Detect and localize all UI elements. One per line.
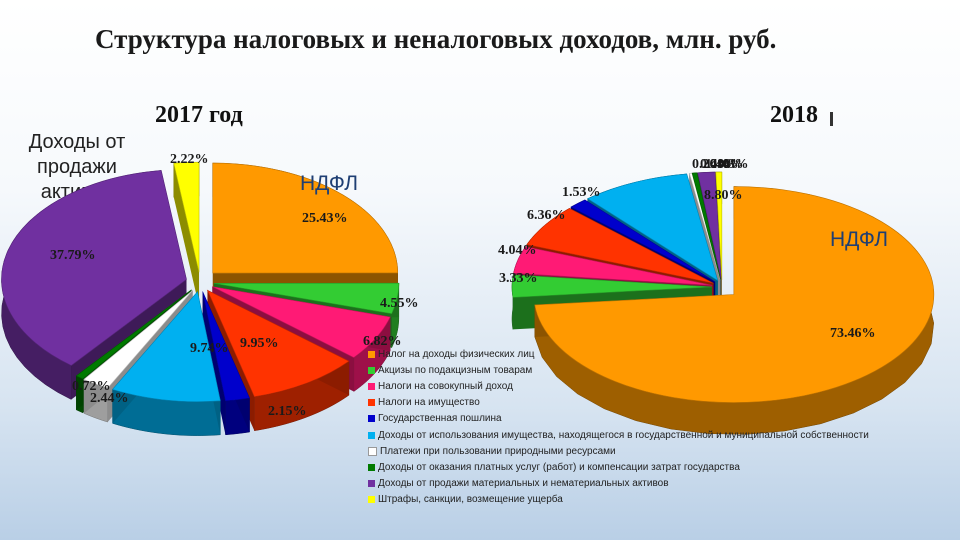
pie-chart-0: 25.43% 4.55% 6.82% 9.95% 2.15% 9.74% 2.44%0.72… [1,152,419,436]
legend-item: Платежи при пользовании природными ресур… [368,443,948,459]
pie-0-label-3: 9.95% [240,336,279,351]
legend-label: Штрафы, санкции, возмещение ущерба [378,494,563,506]
legend-label: Налоги на имущество [378,397,480,409]
pie-1-label-4: 1.53% [562,185,601,200]
legend-swatch [368,463,375,471]
pie-1-slice-3 [526,208,714,284]
pie-chart-1: 73.46% 3.33% 4.04% 6.36% 1.53% 8.80% 0.20%0.40… [498,157,935,435]
pie-0-slice-2 [212,286,391,358]
legend-item: Налоги на совокупный доход [368,378,948,394]
legend-label: Налог на доходы физических лиц [378,348,535,360]
pie-1-label-7: 0.40% [700,157,739,172]
legend-item: Налог на доходы физических лиц [368,346,948,362]
legend-label: Доходы от продажи материальных и нематер… [378,478,669,490]
legend-label: Налоги на совокупный доход [378,380,513,392]
year-marker [830,112,833,126]
legend-item: Доходы от продажи материальных и нематер… [368,476,948,492]
pie-0-slice-3 [206,289,350,398]
pie-1-slice-8 [697,171,722,281]
pie-1-label-1: 3.33% [499,271,538,286]
legend-item: Штрафы, санкции, возмещение ущерба [368,492,948,508]
pie-0-label-7: 0.72% [72,379,111,394]
pie-1-label-5: 8.80% [704,188,743,203]
pie-0-slice-0 [212,162,399,274]
pie-0-label-2: 6.82% [363,334,402,349]
pie-0-label-4: 2.15% [268,404,307,419]
legend-swatch [368,415,375,423]
legend-swatch [368,350,375,358]
legend-item: Налоги на имущество [368,395,948,411]
pie-1-label-2: 4.04% [498,243,537,258]
legend-swatch [368,366,375,374]
pie-1-label-9: 0.48% [710,157,749,172]
pie-1-label-0: 73.46% [830,326,876,341]
legend-swatch [368,496,375,504]
year-label-2017: 2017 год [155,102,243,128]
legend-label: Акцизы по подакцизным товарам [378,364,533,376]
chart-title: Структура налоговых и неналоговых доходо… [95,24,777,54]
pie-0-label-9: 2.22% [170,152,209,167]
pie-0-slice-8 [1,170,187,366]
legend-swatch [368,446,377,456]
legend-item: Доходы от использования имущества, наход… [368,427,948,443]
pie-1-segment-label: НДФЛ [830,228,888,251]
pie-0-label-0: 25.43% [302,211,348,226]
pie-0-slice-7 [75,289,192,380]
pie-1-slice-2 [513,246,713,286]
chart-legend: Налог на доходы физических лиц Акцизы по … [368,346,948,508]
pie-1-label-3: 6.36% [527,208,566,223]
pie-1-slice-9 [715,171,723,281]
pie-0-slice-6 [83,290,193,389]
legend-item: Государственная пошлина [368,411,948,427]
pie-1-slice-0 [534,186,935,403]
pie-0-label-1: 4.55% [380,296,419,311]
legend-label: Доходы от оказания платных услуг (работ)… [378,461,740,473]
legend-swatch [368,382,375,390]
pie-0-label-6: 2.44% [90,391,129,406]
pie-1-slice-7 [691,172,721,281]
legend-item: Акцизы по подакцизным товарам [368,362,948,378]
pie-0-label-8: 37.79% [50,248,96,263]
pie-0-slice-4 [202,291,250,402]
pie-1-slice-1 [511,274,713,298]
pie-0-slice-9 [173,161,200,273]
legend-swatch [368,480,375,488]
legend-swatch [368,399,375,407]
pie-1-label-8: 1.40% [705,157,744,172]
pie-1-label-6: 0.20% [692,157,731,172]
pie-0-label-5: 9.74% [190,341,229,356]
year-label-2018: 2018 [770,102,818,128]
pie-0-slice-5 [112,290,221,402]
pie-1-slice-5 [587,173,719,282]
legend-label: Государственная пошлина [378,413,502,425]
legend-label: Платежи при пользовании природными ресур… [380,445,616,457]
legend-label: Доходы от использования имущества, наход… [378,429,869,441]
pie-0-face-9-0 [173,163,200,307]
legend-swatch [368,431,375,439]
pie-0-segment-label: НДФЛ [300,172,358,195]
legend-item: Доходы от оказания платных услуг (работ)… [368,459,948,475]
pie-1-slice-4 [570,199,716,283]
pie-0-slice-1 [213,282,400,315]
